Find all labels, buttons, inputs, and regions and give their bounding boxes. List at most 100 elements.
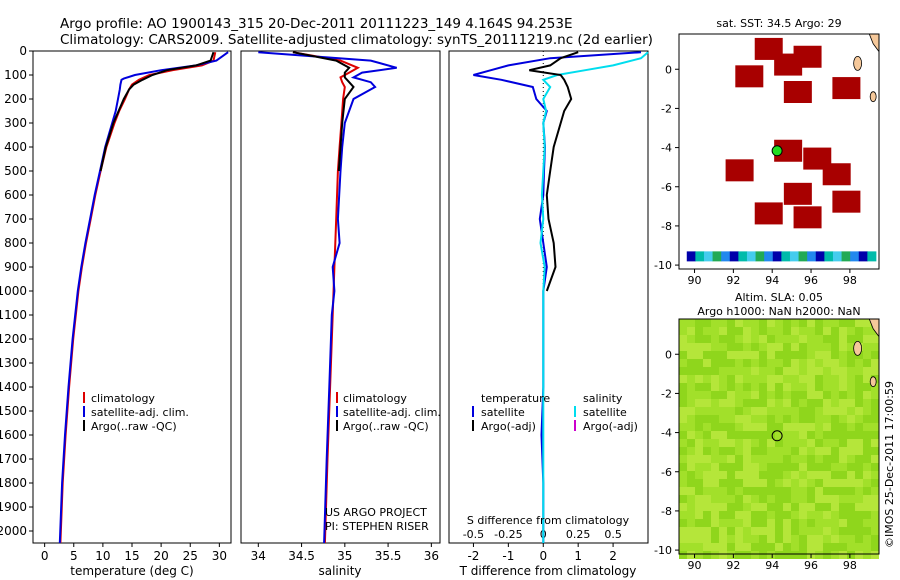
sla-cell [855, 319, 863, 327]
sla-cell [791, 503, 799, 511]
sla-cell [687, 543, 695, 551]
sla-cell [775, 511, 783, 519]
series-line-satellite-adj-clim- [258, 51, 397, 544]
sla-cell [727, 351, 735, 359]
sla-cell [823, 535, 831, 543]
sst-warm-patch [832, 77, 861, 100]
sla-cell [855, 479, 863, 487]
sla-cell [831, 471, 839, 479]
sla-cell [783, 455, 791, 463]
sla-cell [703, 551, 711, 559]
sla-cell [775, 423, 783, 431]
sla-cell [823, 463, 831, 471]
sla-cell [735, 359, 743, 367]
sla-cell [815, 535, 823, 543]
sst-cool-cell [729, 251, 739, 262]
sla-cell [831, 535, 839, 543]
sla-cell [799, 391, 807, 399]
sla-cell [703, 519, 711, 527]
sla-cell [743, 519, 751, 527]
sla-cell [783, 383, 791, 391]
sla-cell [775, 455, 783, 463]
island [869, 376, 877, 388]
sla-cell [703, 543, 711, 551]
sla-cell [751, 455, 759, 463]
depth-tick-label: 1600 [0, 428, 27, 442]
sla-cell [743, 471, 751, 479]
sst-cool-cell [789, 251, 799, 262]
sla-cell [783, 375, 791, 383]
sst-warm-patch [735, 65, 764, 88]
sst-cool-cell [850, 251, 860, 262]
sla-cell [815, 551, 823, 559]
sla-cell [807, 391, 815, 399]
sla-cell [735, 383, 743, 391]
sla-cell [815, 463, 823, 471]
sst-map: 90 92 94 96 98 0 -2 -4 -6 -8 -10 [654, 33, 880, 287]
sla-cell [719, 335, 727, 343]
pi-label: PI: STEPHEN RISER [325, 520, 429, 533]
sst-cool-cell [686, 251, 696, 262]
sla-cell [823, 335, 831, 343]
sla-cell [847, 375, 855, 383]
sla-cell [751, 431, 759, 439]
sla-cell [863, 479, 871, 487]
sla-cell [839, 503, 847, 511]
sla-cell [839, 391, 847, 399]
sla-cell [687, 359, 695, 367]
island [869, 91, 877, 103]
sla-cell [847, 543, 855, 551]
depth-tick-label: 800 [4, 236, 27, 250]
sla-cell [751, 415, 759, 423]
sla-cell [695, 487, 703, 495]
sla-cell [791, 383, 799, 391]
sla-cell [783, 407, 791, 415]
sla-cell [791, 495, 799, 503]
sla-cell [695, 455, 703, 463]
sla-cell [687, 471, 695, 479]
depth-tick-label: 2000 [0, 524, 27, 538]
sla-cell [711, 503, 719, 511]
sst-cool-cell [746, 251, 756, 262]
sst-cool-cell [781, 251, 791, 262]
sla-cell [799, 431, 807, 439]
sla-cell [751, 447, 759, 455]
sla-cell [727, 431, 735, 439]
sla-cell [703, 431, 711, 439]
sla-cell [687, 343, 695, 351]
sla-cell [831, 367, 839, 375]
sla-cell [703, 343, 711, 351]
sla-cell [727, 495, 735, 503]
map-y-tick-label: -8 [661, 505, 672, 518]
sla-cell [711, 343, 719, 351]
sla-cell [727, 319, 735, 327]
sla-cell [767, 543, 775, 551]
map-y-tick-label: -10 [654, 259, 672, 272]
sla-cell [767, 471, 775, 479]
sla-cell [735, 407, 743, 415]
sla-cell [679, 327, 687, 335]
sla-cell [839, 447, 847, 455]
sla-cell [711, 551, 719, 559]
sst-cool-cell [807, 251, 817, 262]
sla-cell [759, 503, 767, 511]
sla-cell [807, 527, 815, 535]
sla-cell [687, 551, 695, 559]
sla-cell [727, 391, 735, 399]
s-tick-label: -0.25 [494, 528, 522, 541]
sla-cell [759, 375, 767, 383]
sla-cell [703, 479, 711, 487]
sla-cell [719, 407, 727, 415]
sla-cell [839, 463, 847, 471]
sla-cell [759, 543, 767, 551]
sla-cell [679, 455, 687, 463]
sla-cell [823, 359, 831, 367]
sla-cell [679, 535, 687, 543]
sla-cell [871, 543, 879, 551]
sst-cool-cell [738, 251, 748, 262]
depth-tick-label: 600 [4, 188, 27, 202]
sst-warm-patch [754, 202, 783, 225]
sla-cell [743, 479, 751, 487]
series-line-climatology [59, 51, 217, 544]
sla-cell [831, 487, 839, 495]
